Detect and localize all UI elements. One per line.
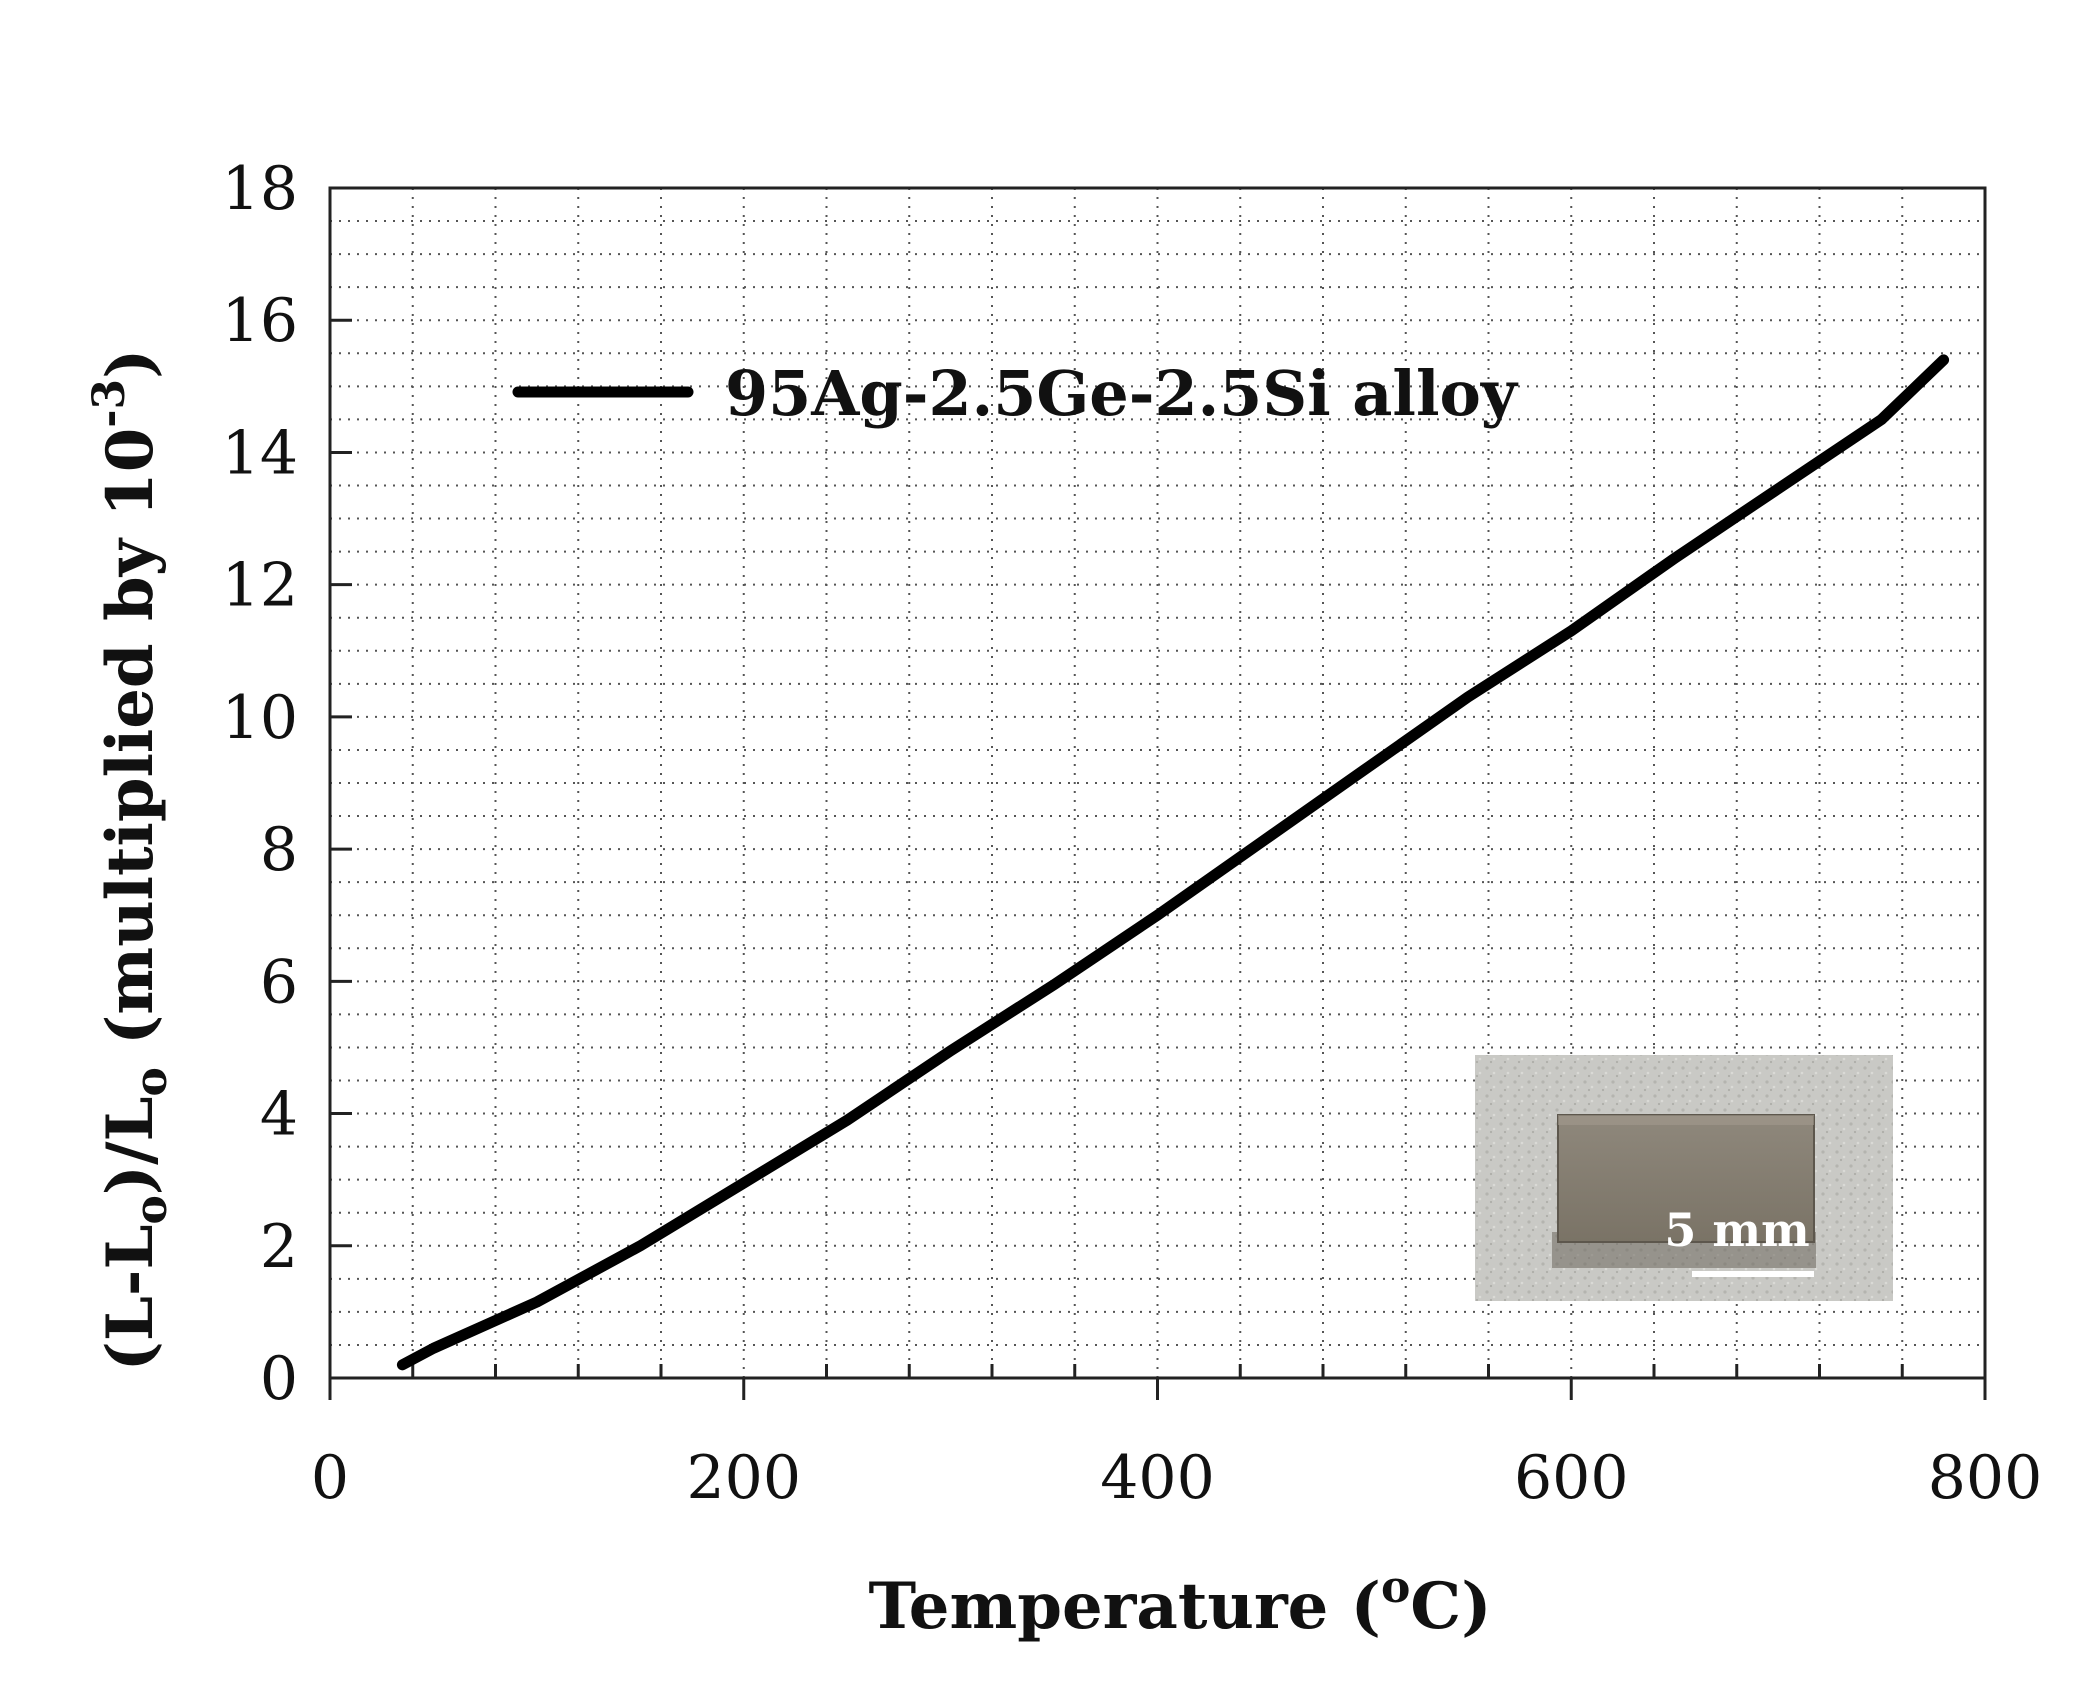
x-axis-title: Temperature (oC): [868, 1562, 1491, 1644]
legend: 95Ag-2.5Ge-2.5Si alloy: [512, 357, 1519, 430]
sample-photo-inset: 5 mm: [1475, 1055, 1893, 1301]
y-title-sup: -3: [84, 379, 135, 428]
y-title-part2: )/L: [93, 1097, 168, 1196]
sample-edge: [1558, 1115, 1814, 1125]
y-tick-label: 14: [222, 418, 298, 488]
axis-ticks: [328, 186, 1987, 1400]
x-tick-label: 0: [311, 1443, 349, 1513]
y-tick-label: 6: [260, 947, 298, 1017]
y-tick-label: 2: [260, 1212, 298, 1282]
x-axis-title-end: C): [1410, 1569, 1491, 1644]
y-tick-label: 10: [222, 683, 298, 753]
y-axis-title: (L-Lo)/Lo (multiplied by 10-3): [84, 349, 177, 1372]
x-axis-title-main: Temperature (: [868, 1569, 1380, 1644]
legend-label: 95Ag-2.5Ge-2.5Si alloy: [725, 357, 1519, 430]
y-title-part4: ): [93, 349, 168, 379]
y-tick-label: 12: [222, 551, 298, 621]
y-title-sub1: o: [126, 1195, 177, 1224]
y-tick-label: 8: [260, 815, 298, 885]
y-title-part1: (L-L: [93, 1225, 168, 1372]
x-tick-label: 800: [1928, 1443, 2043, 1513]
x-tick-label: 400: [1100, 1443, 1215, 1513]
y-tick-label: 16: [222, 286, 298, 356]
x-tick-label: 200: [686, 1443, 801, 1513]
y-tick-label: 0: [260, 1344, 298, 1414]
x-axis-title-sup: o: [1381, 1562, 1410, 1613]
y-tick-label: 4: [260, 1080, 298, 1150]
scale-bar-label: 5 mm: [1664, 1203, 1809, 1257]
series-line-95ag-2-5ge-2-5si: [396, 354, 1950, 1371]
x-tick-label: 600: [1514, 1443, 1629, 1513]
y-tick-label: 18: [222, 154, 298, 224]
y-title-sub2: o: [126, 1067, 177, 1096]
axis-tick-labels: 0 2 4 6 8 10 12 14 16 18 0 200 400 600 800: [222, 154, 2043, 1513]
y-title-part3: (multiplied by 10: [93, 428, 168, 1067]
sample-block: [1557, 1114, 1815, 1243]
